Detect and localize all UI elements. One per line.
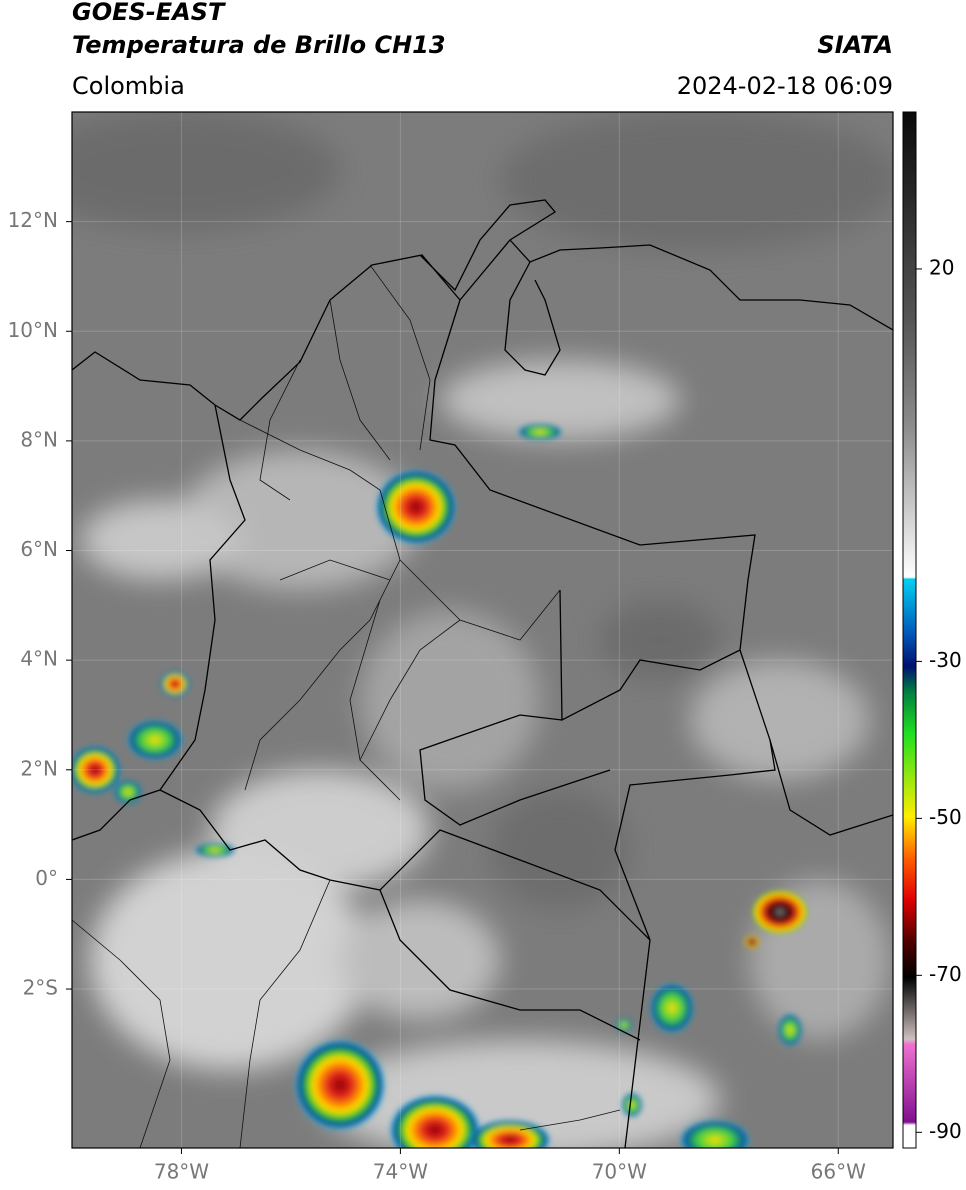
timestamp: 2024-02-18 06:09 [677, 72, 893, 100]
colorbar [902, 111, 917, 1149]
colorbar-tick-label: -90 [929, 1119, 962, 1143]
title: GOES-EAST [72, 0, 226, 26]
satellite-image [72, 112, 893, 1148]
x-tick-label: 70°W [592, 1160, 647, 1184]
colorbar-tick-label: 20 [929, 255, 954, 279]
region: Colombia [72, 72, 185, 100]
y-tick-label: 2°N [20, 756, 58, 780]
x-tick-label: 78°W [154, 1160, 209, 1184]
x-tick-label: 74°W [373, 1160, 428, 1184]
y-tick-label: 10°N [8, 318, 58, 342]
y-tick-label: 12°N [8, 208, 58, 232]
subtitle: Temperatura de Brillo CH13 [72, 31, 446, 59]
y-tick-label: 4°N [20, 647, 58, 671]
y-tick-label: 6°N [20, 537, 58, 561]
y-tick-label: 2°S [23, 976, 58, 1000]
colorbar-tick-label: -50 [929, 805, 962, 829]
x-tick-label: 66°W [811, 1160, 866, 1184]
y-tick-label: 0° [35, 866, 58, 890]
colorbar-tick-label: -70 [929, 962, 962, 986]
y-tick-label: 8°N [20, 427, 58, 451]
source: SIATA [817, 31, 893, 59]
colorbar-tick-label: -30 [929, 648, 962, 672]
map-frame [71, 111, 894, 1149]
